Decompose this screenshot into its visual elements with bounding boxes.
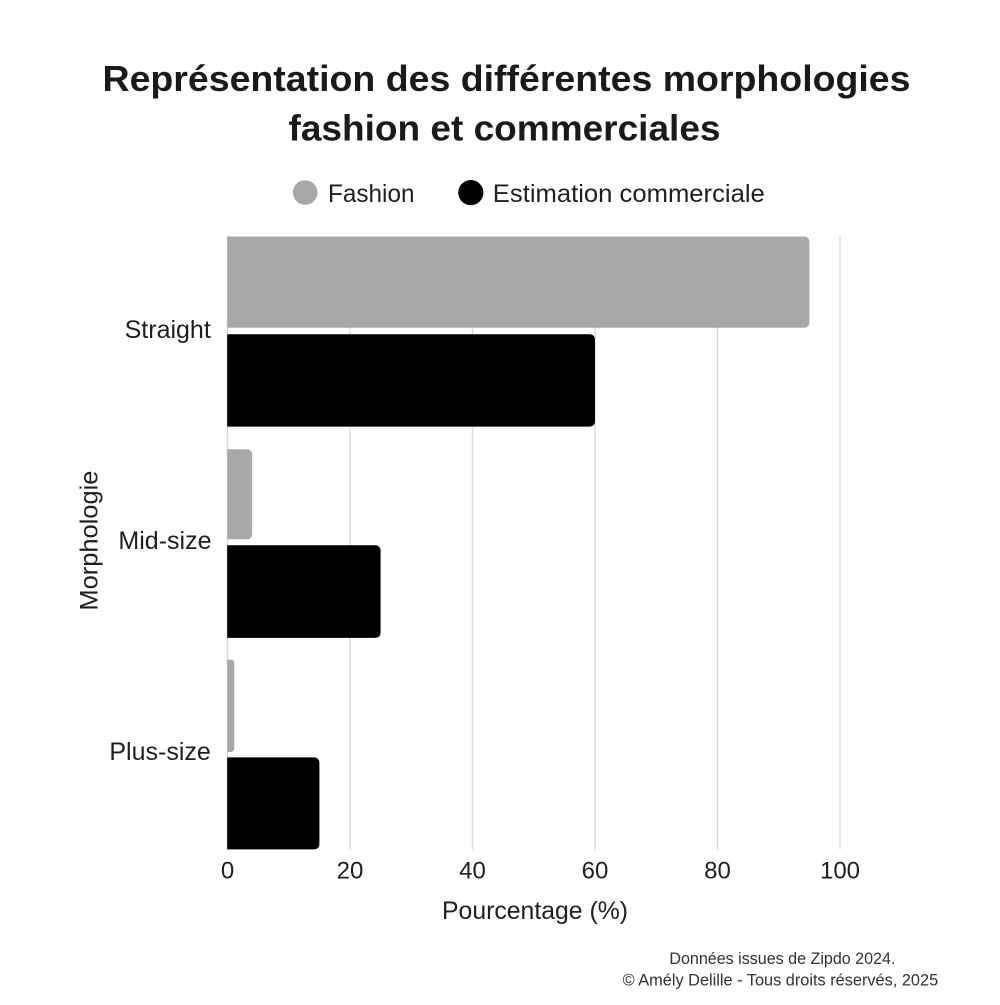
svg-text:Données issues de Zipdo 2024.: Données issues de Zipdo 2024. — [669, 950, 895, 968]
svg-text:20: 20 — [337, 858, 364, 885]
svg-text:80: 80 — [704, 858, 731, 885]
svg-text:Estimation commerciale: Estimation commerciale — [493, 180, 765, 208]
svg-text:Morphologie: Morphologie — [76, 471, 104, 611]
svg-text:© Amély Delille - Tous droits: © Amély Delille - Tous droits réservés, … — [623, 971, 939, 989]
svg-text:40: 40 — [459, 858, 486, 885]
svg-text:Représentation des différentes: Représentation des différentes morpholog… — [103, 58, 911, 99]
svg-text:Fashion: Fashion — [328, 180, 415, 208]
svg-text:Plus-size: Plus-size — [109, 738, 210, 766]
svg-text:Pourcentage (%): Pourcentage (%) — [442, 897, 628, 925]
svg-text:60: 60 — [582, 858, 609, 885]
svg-text:fashion et commerciales: fashion et commerciales — [289, 108, 721, 149]
svg-text:0: 0 — [221, 858, 234, 885]
svg-text:Straight: Straight — [125, 316, 211, 344]
svg-text:Mid-size: Mid-size — [118, 527, 211, 555]
svg-text:100: 100 — [820, 858, 860, 885]
